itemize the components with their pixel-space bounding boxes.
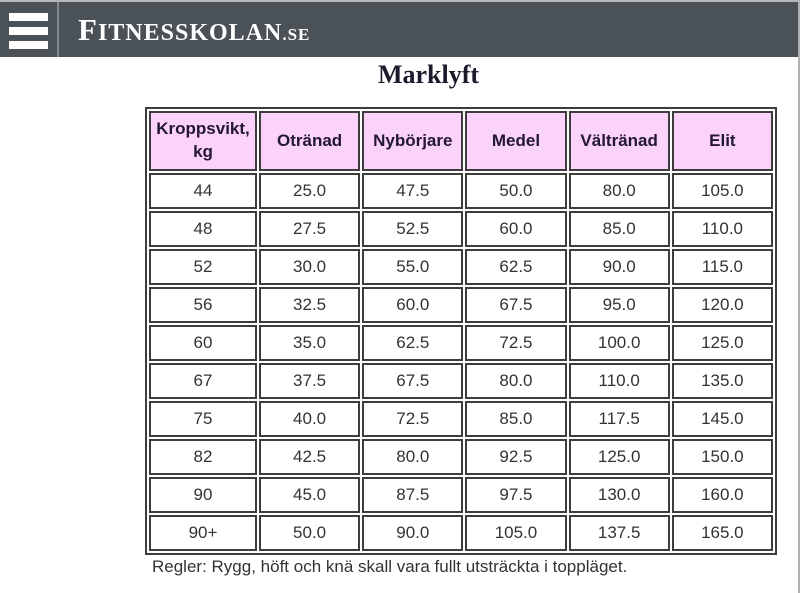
value-cell: 150.0 [671,439,773,475]
header-divider [57,2,59,57]
table-header-row: Kroppsvikt, kg Otränad Nybörjare Medel Vältr… [149,111,773,171]
table-row: 60 35.0 62.5 72.5 100.0 125.0 [149,325,773,361]
bodyweight-cell: 60 [149,325,257,361]
value-cell: 32.5 [259,287,361,323]
value-cell: 50.0 [465,173,567,209]
value-cell: 25.0 [259,173,361,209]
table-row: 82 42.5 80.0 92.5 125.0 150.0 [149,439,773,475]
value-cell: 137.5 [568,515,670,551]
value-cell: 47.5 [362,173,464,209]
value-cell: 105.0 [671,173,773,209]
value-cell: 97.5 [465,477,567,513]
value-cell: 72.5 [362,401,464,437]
value-cell: 90.0 [568,249,670,285]
value-cell: 80.0 [362,439,464,475]
value-cell: 55.0 [362,249,464,285]
table-row: 75 40.0 72.5 85.0 117.5 145.0 [149,401,773,437]
window-top-edge [0,0,800,2]
table-row: 48 27.5 52.5 60.0 85.0 110.0 [149,211,773,247]
table-row: 52 30.0 55.0 62.5 90.0 115.0 [149,249,773,285]
value-cell: 42.5 [259,439,361,475]
bodyweight-cell: 75 [149,401,257,437]
value-cell: 90.0 [362,515,464,551]
value-cell: 117.5 [568,401,670,437]
column-header: Otränad [259,111,361,171]
logo-tld: .SE [282,24,311,44]
table-row: 90 45.0 87.5 97.5 130.0 160.0 [149,477,773,513]
value-cell: 110.0 [568,363,670,399]
hamburger-bar [9,13,48,21]
logo-first-letter: F [78,11,98,47]
value-cell: 87.5 [362,477,464,513]
value-cell: 130.0 [568,477,670,513]
table-body: 44 25.0 47.5 50.0 80.0 105.0 48 27.5 52.5 60.0 85.… [149,173,773,551]
value-cell: 85.0 [465,401,567,437]
value-cell: 85.0 [568,211,670,247]
value-cell: 62.5 [362,325,464,361]
value-cell: 80.0 [465,363,567,399]
value-cell: 60.0 [465,211,567,247]
value-cell: 52.5 [362,211,464,247]
table-row: 44 25.0 47.5 50.0 80.0 105.0 [149,173,773,209]
value-cell: 60.0 [362,287,464,323]
table-row: 90+ 50.0 90.0 105.0 137.5 165.0 [149,515,773,551]
value-cell: 35.0 [259,325,361,361]
value-cell: 62.5 [465,249,567,285]
bodyweight-cell: 44 [149,173,257,209]
table-header-row: Kroppsvikt, kg Otränad Nybörjare Medel Vältr… [149,111,773,171]
bodyweight-cell: 56 [149,287,257,323]
value-cell: 100.0 [568,325,670,361]
bodyweight-cell: 67 [149,363,257,399]
value-cell: 37.5 [259,363,361,399]
bodyweight-cell: 48 [149,211,257,247]
bodyweight-cell: 82 [149,439,257,475]
hamburger-bar [9,41,48,49]
bodyweight-cell: 52 [149,249,257,285]
value-cell: 120.0 [671,287,773,323]
value-cell: 145.0 [671,401,773,437]
column-header: Vältränad [568,111,670,171]
table-row: 67 37.5 67.5 80.0 110.0 135.0 [149,363,773,399]
value-cell: 30.0 [259,249,361,285]
bodyweight-cell: 90+ [149,515,257,551]
hamburger-bar [9,27,48,35]
value-cell: 67.5 [465,287,567,323]
value-cell: 125.0 [671,325,773,361]
app-header: FITNESSKOLAN.SE [0,2,800,57]
standards-table: Kroppsvikt, kg Otränad Nybörjare Medel Vältr… [145,107,777,555]
page-title: Marklyft [377,60,480,89]
rules-note: Regler: Rygg, höft och knä skall vara fu… [152,557,628,576]
value-cell: 50.0 [259,515,361,551]
column-header: Nybörjare [362,111,464,171]
column-header: Medel [465,111,567,171]
value-cell: 80.0 [568,173,670,209]
value-cell: 95.0 [568,287,670,323]
value-cell: 160.0 [671,477,773,513]
value-cell: 67.5 [362,363,464,399]
value-cell: 40.0 [259,401,361,437]
value-cell: 45.0 [259,477,361,513]
value-cell: 125.0 [568,439,670,475]
value-cell: 165.0 [671,515,773,551]
column-header: Kroppsvikt, kg [149,111,257,171]
value-cell: 105.0 [465,515,567,551]
window-right-edge [798,0,800,593]
column-header: Elit [671,111,773,171]
logo-rest: ITNESSKOLAN [97,19,283,46]
value-cell: 110.0 [671,211,773,247]
site-logo[interactable]: FITNESSKOLAN.SE [78,12,310,48]
table-row: 56 32.5 60.0 67.5 95.0 120.0 [149,287,773,323]
standards-table-wrap: Kroppsvikt, kg Otränad Nybörjare Medel Vältr… [145,107,777,555]
value-cell: 72.5 [465,325,567,361]
value-cell: 27.5 [259,211,361,247]
value-cell: 92.5 [465,439,567,475]
hamburger-menu-icon[interactable] [0,2,57,57]
value-cell: 135.0 [671,363,773,399]
bodyweight-cell: 90 [149,477,257,513]
value-cell: 115.0 [671,249,773,285]
